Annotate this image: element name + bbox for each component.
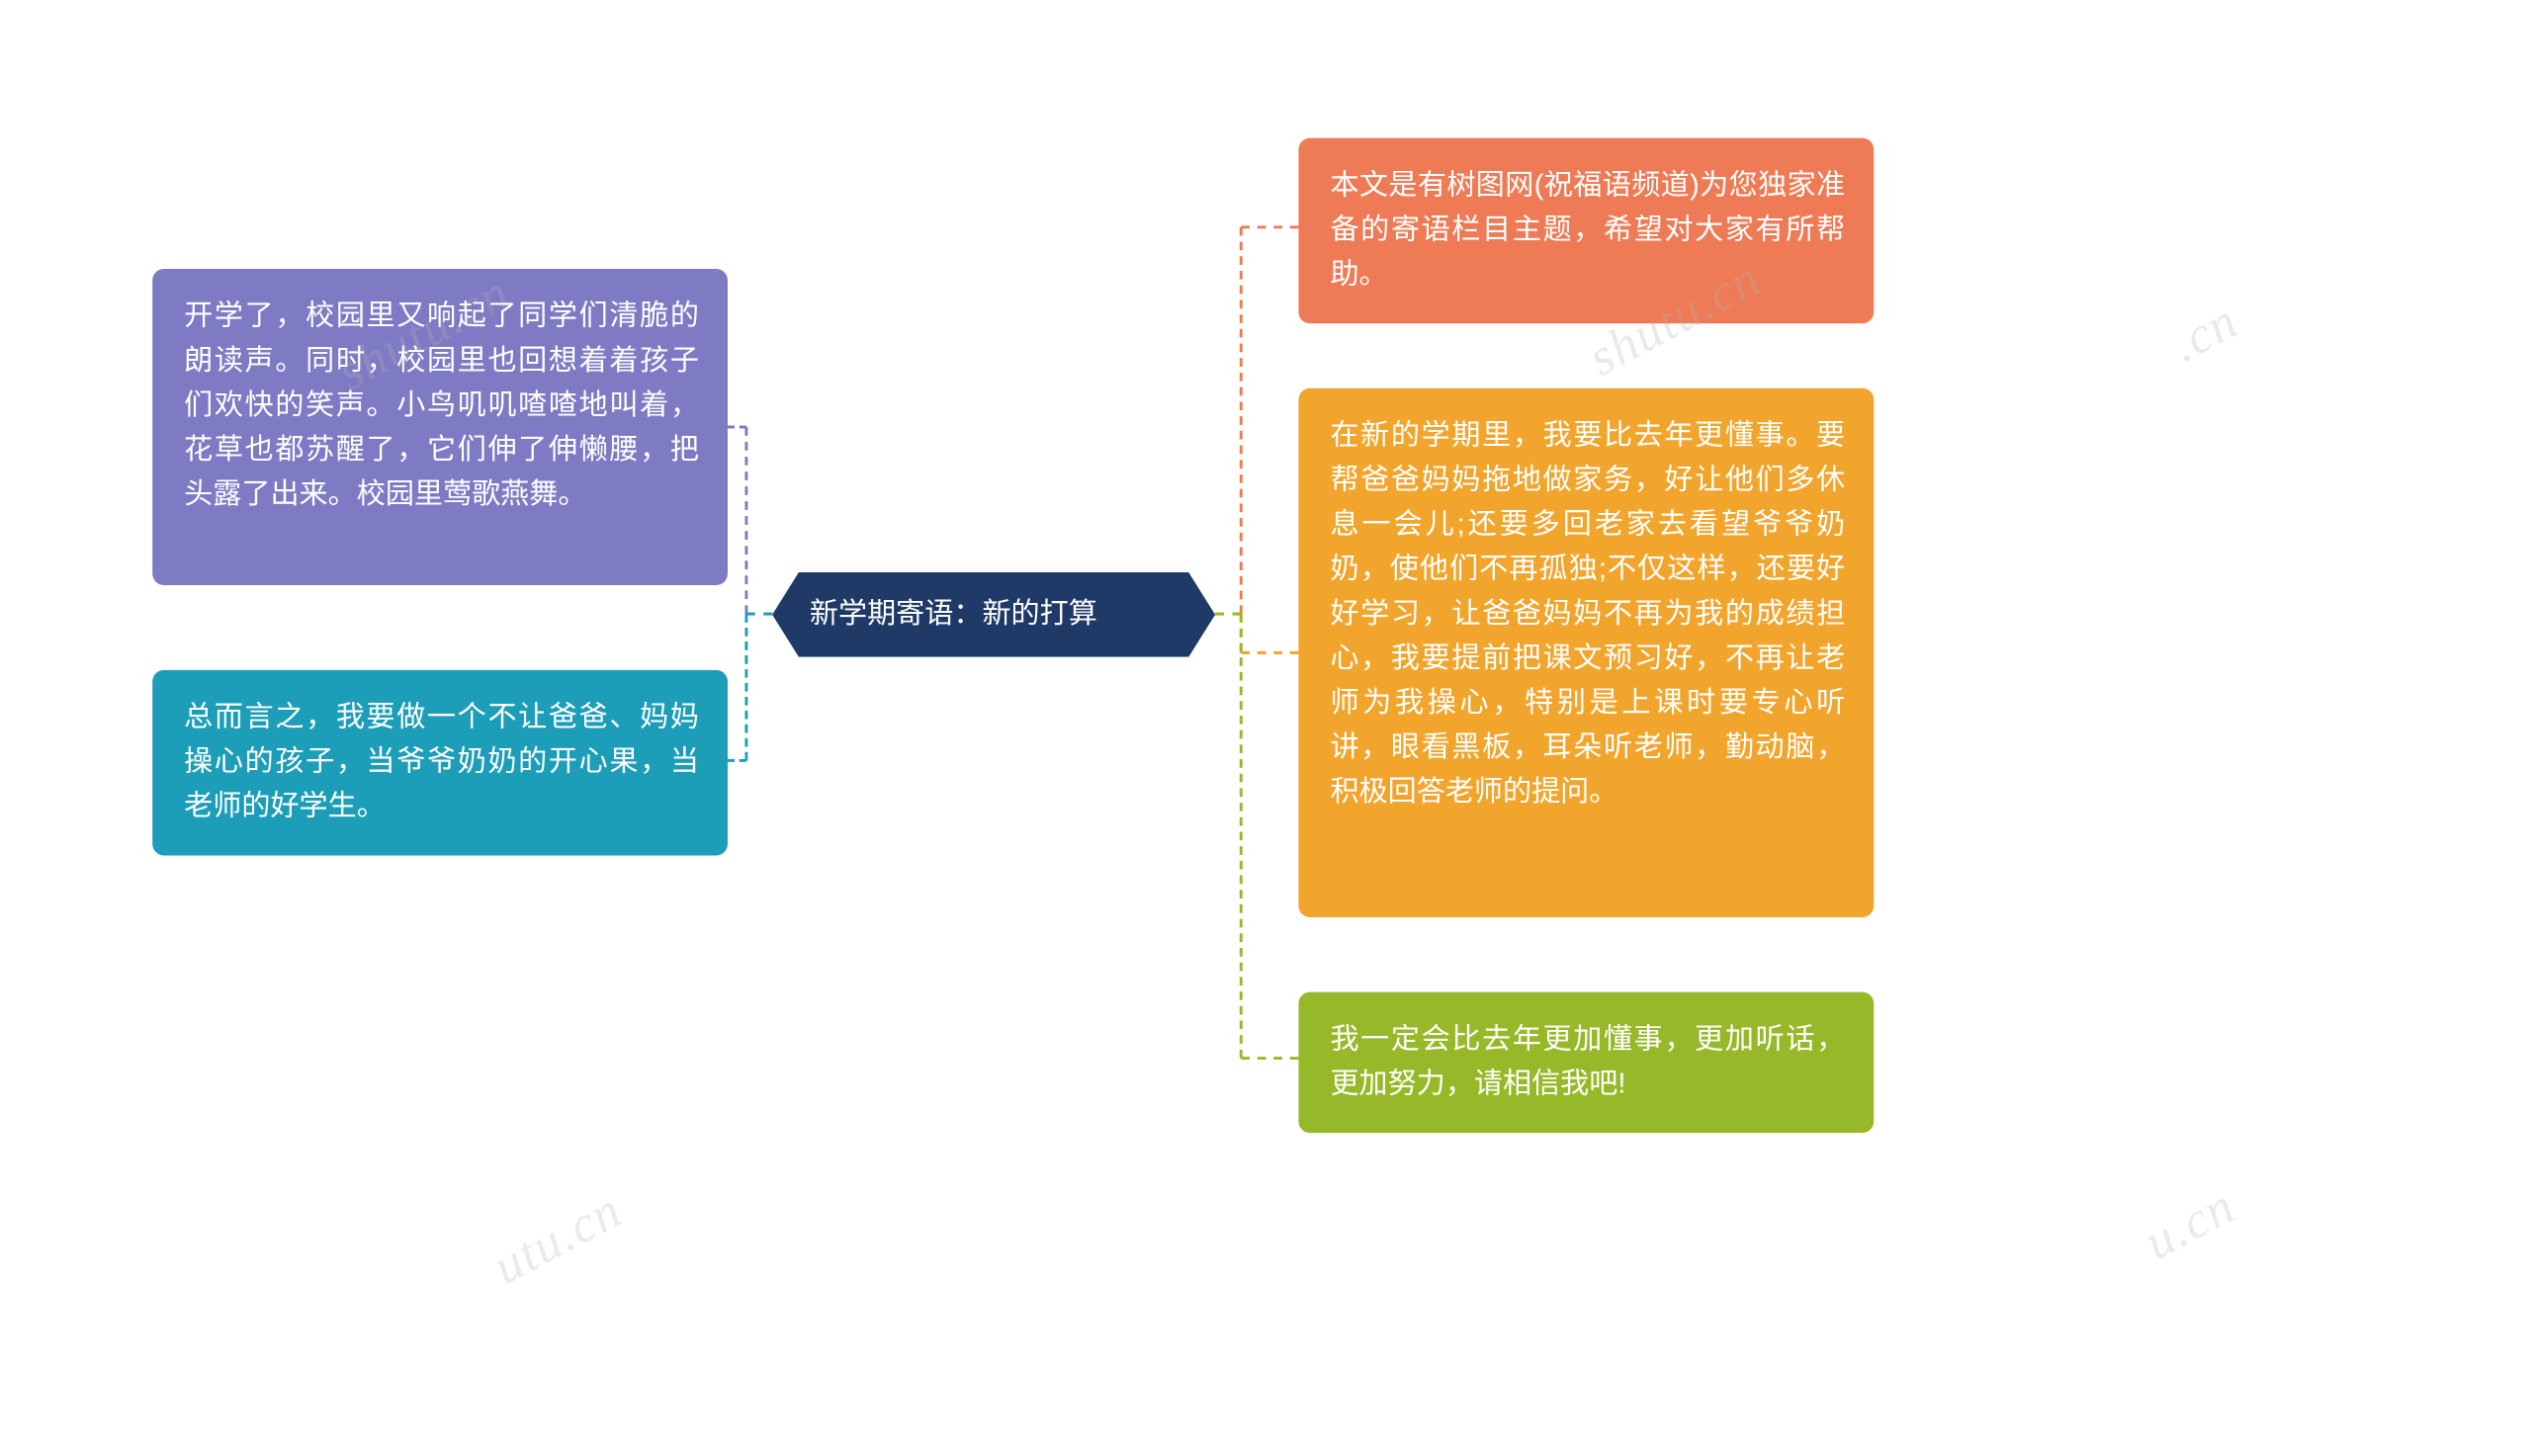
left-node-0-text: 开学了，校园里又响起了同学们清脆的朗读声。同时，校园里也回想着着孩子们欢快的笑声… <box>184 295 699 517</box>
connector-h2 <box>728 759 746 762</box>
right-node-2: 我一定会比去年更加懂事，更加听话，更加努力，请相信我吧! <box>1298 992 1874 1134</box>
connector-h2 <box>1241 1057 1298 1060</box>
connector-v <box>1240 227 1243 614</box>
right-node-0: 本文是有树图网(祝福语频道)为您独家准备的寄语栏目主题，希望对大家有所帮助。 <box>1298 138 1874 324</box>
connector-v <box>744 614 747 760</box>
right-node-1: 在新的学期里，我要比去年更懂事。要帮爸爸妈妈拖地做家务，好让他们多休息一会儿;还… <box>1298 388 1874 917</box>
connector-v <box>1240 614 1243 1058</box>
connector-h2 <box>1241 651 1298 654</box>
connector-h2 <box>1241 225 1298 228</box>
mindmap-canvas: 新学期寄语：新的打算 开学了，校园里又响起了同学们清脆的朗读声。同时，校园里也回想… <box>0 0 2531 1234</box>
connector-h1 <box>746 613 772 616</box>
left-node-1: 总而言之，我要做一个不让爸爸、妈妈操心的孩子，当爷爷奶奶的开心果，当老师的好学生… <box>152 670 728 856</box>
center-node: 新学期寄语：新的打算 <box>772 572 1215 657</box>
left-node-1-text: 总而言之，我要做一个不让爸爸、妈妈操心的孩子，当爷爷奶奶的开心果，当老师的好学生… <box>184 696 699 829</box>
connector-h2 <box>728 426 746 429</box>
watermark-2: .cn <box>2161 290 2248 374</box>
connector-v <box>744 427 747 614</box>
connector-h1 <box>1215 613 1241 616</box>
watermark-3: utu.cn <box>482 1179 632 1297</box>
right-node-2-text: 我一定会比去年更加懂事，更加听话，更加努力，请相信我吧! <box>1330 1018 1845 1107</box>
left-node-0: 开学了，校园里又响起了同学们清脆的朗读声。同时，校园里也回想着着孩子们欢快的笑声… <box>152 269 728 585</box>
watermark-4: u.cn <box>2134 1175 2244 1272</box>
right-node-1-text: 在新的学期里，我要比去年更懂事。要帮爸爸妈妈拖地做家务，好让他们多休息一会儿;还… <box>1330 414 1845 815</box>
right-node-0-text: 本文是有树图网(祝福语频道)为您独家准备的寄语栏目主题，希望对大家有所帮助。 <box>1330 164 1845 298</box>
center-node-text: 新学期寄语：新的打算 <box>810 592 1178 637</box>
